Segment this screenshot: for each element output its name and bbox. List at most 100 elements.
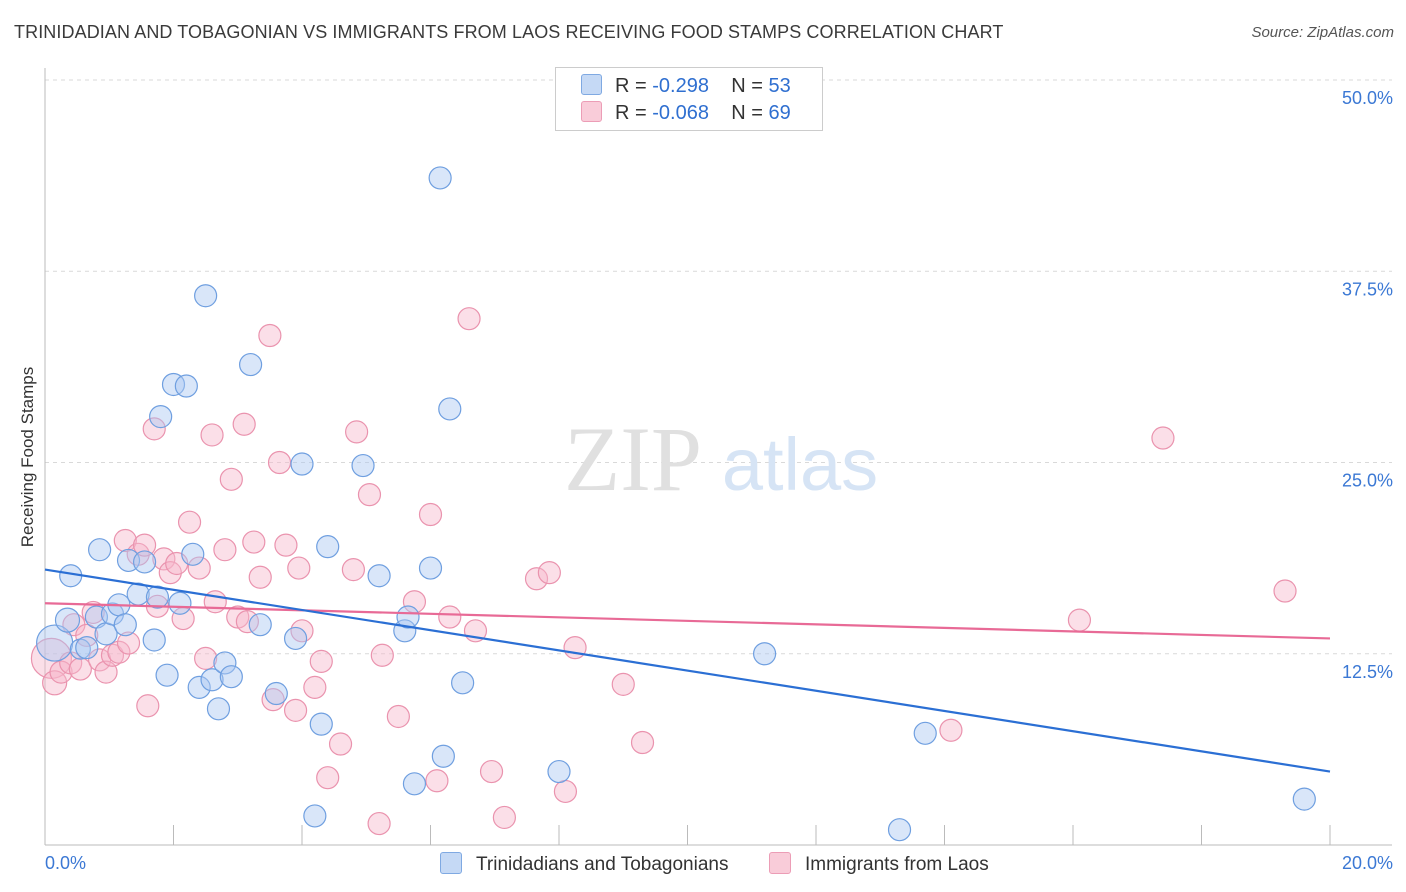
point-laos [177,510,202,534]
point-laos [611,672,635,696]
legend-row-laos: R = -0.068 N = 69 [581,101,791,125]
point-trinidad [438,397,462,421]
bottom-legend-swatch-blue [440,852,462,874]
point-laos [248,565,272,589]
point-laos [479,759,504,784]
point-laos [524,567,549,591]
x-tick-label-min: 0.0% [45,853,86,873]
point-laos [68,657,92,681]
point-laos [42,670,68,696]
point-laos [630,730,655,755]
point-laos [1151,426,1175,450]
point-laos [438,605,462,629]
point-laos [492,805,516,830]
legend-r-blue: -0.298 [652,75,709,97]
point-laos [345,420,369,444]
series-laos-points [30,307,1297,836]
tick-labels: 12.5% 25.0% 37.5% 50.0% 0.0% 20.0% [45,88,1393,873]
point-laos [194,646,218,670]
point-laos [309,649,333,674]
point-trinidad [428,166,452,190]
point-trinidad [913,721,937,745]
point-trinidad [149,405,173,429]
point-laos [1067,608,1092,632]
point-laos [267,450,292,475]
point-laos [116,631,141,655]
point-trinidad [54,607,81,633]
point-laos [290,619,314,643]
point-laos [213,538,237,562]
y-tick-label: 25.0% [1342,471,1393,491]
y-tick-label: 37.5% [1342,279,1393,299]
legend-n-pink: 69 [768,102,791,124]
point-trinidad [418,556,443,580]
point-laos [49,660,73,684]
point-trinidad [752,642,777,666]
trend-line-trinidad [44,568,1331,773]
point-trinidad [309,712,333,736]
point-trinidad [316,535,340,559]
point-laos [457,307,481,331]
point-laos [187,556,211,580]
point-trinidad [219,665,243,689]
series-trinidad-points [36,166,1316,842]
bottom-legend-trinidad: Trinidadians and Tobagonians [440,852,728,876]
point-trinidad [283,626,308,651]
point-trinidad [187,675,211,700]
point-laos [232,412,256,436]
point-trinidad [200,668,224,692]
watermark-atlas: atlas [722,423,878,506]
point-laos [81,600,105,625]
point-laos [136,694,160,718]
trend-line-laos [44,602,1331,640]
point-laos [142,417,166,441]
point-laos [261,688,285,712]
point-trinidad [132,550,157,574]
point-trinidad [402,772,427,796]
watermark-zip: ZIP [564,408,702,510]
point-trinidad [94,622,118,646]
point-trinidad [75,636,99,660]
point-laos [563,636,587,660]
bottom-legend-swatch-pink [769,852,791,874]
point-laos [553,779,578,804]
point-trinidad [248,613,272,637]
point-trinidad [174,374,198,398]
point-trinidad [887,818,912,842]
point-laos [75,623,99,647]
point-laos [367,811,391,836]
y-tick-label: 50.0% [1342,88,1393,108]
point-laos [386,704,410,729]
point-trinidad [168,591,192,615]
point-laos [258,323,282,348]
point-laos [274,533,298,557]
point-trinidad [396,605,420,629]
point-laos [283,698,308,722]
point-laos [132,533,157,557]
point-trinidad [113,613,137,637]
point-trinidad [142,628,166,652]
point-trinidad [194,284,218,308]
point-trinidad [451,671,475,695]
point-trinidad [303,804,327,828]
legend-swatch-pink [581,101,602,122]
x-tick-label-max: 20.0% [1342,853,1393,873]
bottom-legend: Trinidadians and Tobagonians Immigrants … [0,852,1406,878]
point-laos [287,556,311,580]
point-trinidad [145,585,170,609]
point-laos [425,769,449,793]
legend-row-trinidad: R = -0.298 N = 53 [581,74,791,98]
axes [44,68,1392,846]
point-trinidad [351,453,375,478]
point-laos [328,732,353,756]
point-trinidad [88,538,112,562]
point-trinidad [161,372,186,397]
point-laos [370,643,394,667]
point-trinidad [206,697,231,721]
point-trinidad [290,452,314,476]
point-trinidad [213,651,237,675]
point-laos [341,557,365,582]
point-trinidad [1292,787,1316,811]
point-laos [418,502,443,527]
